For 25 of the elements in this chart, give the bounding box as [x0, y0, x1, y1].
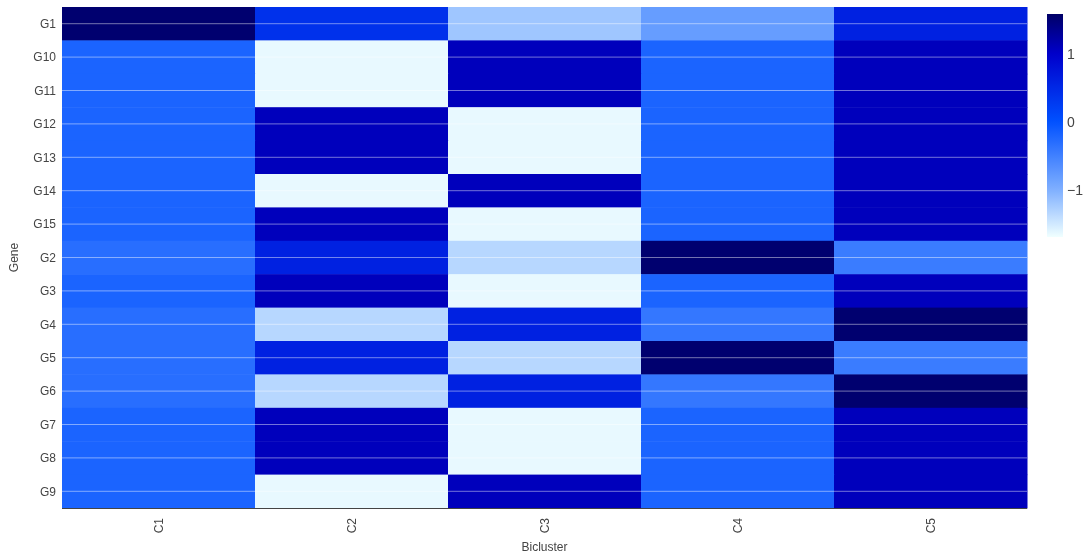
color-bar-label: 1	[1067, 46, 1075, 63]
color-bar-label: −1	[1067, 181, 1084, 198]
y-tick-label: G5	[39, 350, 57, 365]
y-tick-label: G12	[33, 117, 57, 132]
x-tick-label: C2	[344, 517, 359, 534]
y-tick-label: G14	[33, 183, 57, 198]
x-axis-title: Bicluster	[521, 540, 568, 554]
y-tick-label: G11	[34, 83, 57, 98]
y-tick-label: G10	[33, 50, 57, 65]
x-tick-label: C3	[537, 517, 552, 534]
y-tick-label: G3	[39, 284, 57, 299]
color-bar-label: 0	[1067, 114, 1075, 131]
x-tick-label: C1	[151, 517, 166, 534]
y-tick-label: G9	[39, 484, 57, 499]
y-tick-label: G6	[39, 384, 57, 399]
y-tick-label: G7	[39, 417, 57, 432]
y-tick-label: G13	[33, 150, 57, 165]
x-tick-label: C4	[730, 517, 745, 534]
y-tick-label: G1	[39, 16, 57, 31]
y-axis-title: Gene	[7, 242, 21, 273]
y-tick-label: G8	[39, 451, 57, 466]
y-tick-label: G15	[33, 217, 57, 232]
x-tick-label: C5	[923, 517, 938, 534]
y-tick-label: G4	[39, 317, 57, 332]
y-tick-label: G2	[39, 250, 57, 265]
